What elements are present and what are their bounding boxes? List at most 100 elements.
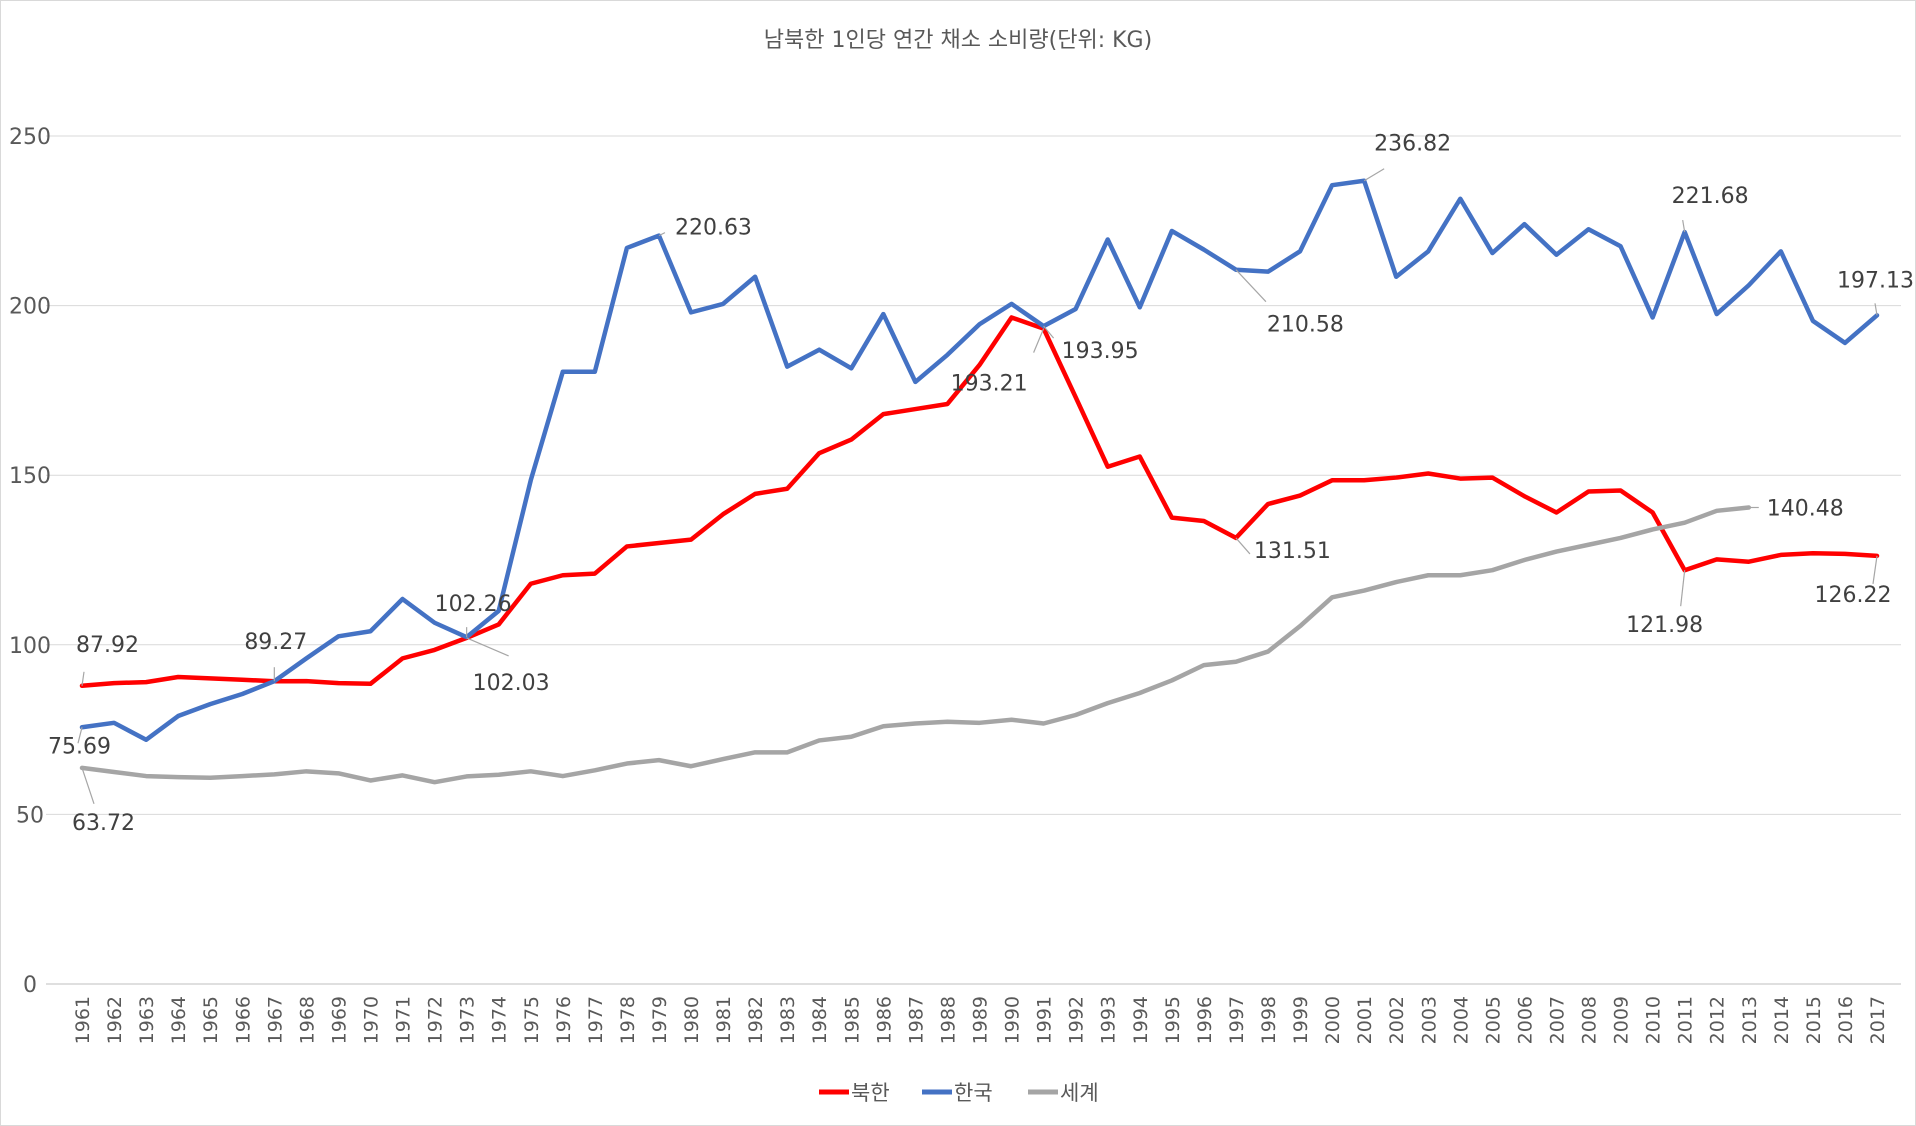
- leader-line: [466, 637, 509, 657]
- data-label: 221.68: [1672, 184, 1749, 209]
- x-tick-label: 1968: [296, 996, 318, 1044]
- x-tick-label: 1975: [521, 996, 543, 1044]
- data-label: 140.48: [1767, 496, 1844, 521]
- x-tick-label: 2000: [1322, 996, 1344, 1044]
- x-tick-label: 1979: [649, 996, 671, 1044]
- x-tick-label: 2001: [1354, 996, 1376, 1044]
- leader-line: [81, 671, 85, 686]
- data-label: 102.26: [435, 592, 512, 617]
- x-tick-label: 1993: [1098, 996, 1120, 1044]
- legend-label-1: 북한: [851, 1081, 890, 1105]
- x-tick-label: 1978: [617, 996, 639, 1044]
- x-tick-label: 1988: [937, 996, 959, 1044]
- data-label: 236.82: [1374, 132, 1451, 157]
- x-tick-label: 1966: [232, 996, 254, 1044]
- x-tick-label: 2009: [1611, 996, 1633, 1044]
- x-tick-label: 1998: [1258, 996, 1280, 1044]
- data-label: 220.63: [675, 216, 752, 241]
- x-tick-label: 2016: [1835, 996, 1857, 1044]
- legend-label-2: 한국: [954, 1081, 993, 1105]
- data-labels: 87.92 102.03 193.21 131.51 121.98 126.22 75.69…: [48, 132, 1914, 836]
- leader-line: [658, 232, 666, 237]
- series-line-2: [79, 178, 1880, 743]
- x-tick-label: 1963: [136, 996, 158, 1044]
- x-tick-label: 1961: [72, 996, 94, 1044]
- leader-line: [1043, 325, 1055, 339]
- legend: 북한 한국 세계: [819, 1081, 1099, 1105]
- leader-line: [1235, 537, 1251, 555]
- x-tick-label: 1965: [200, 996, 222, 1044]
- y-tick-label: 100: [9, 634, 51, 659]
- x-axis-ticks: 1961 1962 1963 1964 1965 1966 1967 1968 1969 1970…: [72, 996, 1889, 1044]
- x-tick-label: 1962: [104, 996, 126, 1044]
- data-label: 193.21: [951, 372, 1028, 397]
- x-tick-label: 1972: [425, 996, 447, 1044]
- series-lines: [79, 178, 1880, 785]
- x-tick-label: 1985: [841, 996, 863, 1044]
- x-tick-label: 1990: [1002, 996, 1024, 1044]
- x-tick-label: 1980: [681, 996, 703, 1044]
- y-axis-ticks: 0 50 100 150 200 250: [9, 125, 51, 998]
- leader-line: [1682, 219, 1686, 233]
- data-label: 126.22: [1815, 583, 1892, 608]
- x-tick-label: 2011: [1675, 996, 1697, 1044]
- legend-label-3: 세계: [1060, 1081, 1099, 1105]
- x-tick-label: 1986: [873, 996, 895, 1044]
- leader-line: [1363, 168, 1385, 182]
- x-tick-label: 2002: [1386, 996, 1408, 1044]
- leader-line: [1033, 328, 1045, 353]
- series-line-1: [79, 315, 1880, 689]
- data-label: 75.69: [48, 734, 111, 759]
- x-tick-label: 1981: [713, 996, 735, 1044]
- data-label: 89.27: [244, 630, 307, 655]
- x-tick-label: 2015: [1803, 996, 1825, 1044]
- x-tick-label: 1991: [1034, 996, 1056, 1044]
- x-tick-label: 2014: [1771, 996, 1793, 1044]
- x-tick-label: 1994: [1130, 996, 1152, 1044]
- x-tick-label: 1977: [585, 996, 607, 1044]
- data-label: 197.13: [1837, 268, 1914, 293]
- x-tick-label: 2017: [1867, 996, 1889, 1044]
- x-tick-label: 1970: [360, 996, 382, 1044]
- y-tick-label: 150: [9, 464, 51, 489]
- x-tick-label: 1973: [457, 996, 479, 1044]
- y-tick-label: 0: [23, 973, 37, 998]
- leader-line: [1874, 303, 1878, 316]
- x-tick-label: 1976: [553, 996, 575, 1044]
- gridlines: [46, 135, 1901, 985]
- data-label: 193.95: [1062, 339, 1139, 364]
- x-tick-label: 2013: [1739, 996, 1761, 1044]
- data-label: 210.58: [1267, 313, 1344, 338]
- series-line-3: [79, 505, 1752, 785]
- data-label: 63.72: [72, 811, 135, 836]
- x-tick-label: 1987: [905, 996, 927, 1044]
- x-tick-label: 2005: [1482, 996, 1504, 1044]
- leader-line: [77, 727, 83, 744]
- data-label: 121.98: [1626, 613, 1703, 638]
- y-tick-label: 200: [9, 295, 51, 320]
- y-tick-label: 50: [16, 803, 44, 828]
- data-label: 131.51: [1254, 539, 1331, 564]
- x-tick-label: 1982: [745, 996, 767, 1044]
- x-tick-label: 1996: [1194, 996, 1216, 1044]
- leader-line: [1680, 570, 1686, 607]
- x-tick-label: 1992: [1066, 996, 1088, 1044]
- x-tick-label: 2012: [1707, 996, 1729, 1044]
- x-tick-label: 1967: [264, 996, 286, 1044]
- data-label: 102.03: [473, 671, 550, 696]
- leader-line: [1872, 555, 1878, 584]
- x-tick-label: 1971: [393, 996, 415, 1044]
- chart-title: 남북한 1인당 연간 채소 소비량(단위: KG): [764, 28, 1152, 53]
- x-tick-label: 1964: [168, 996, 190, 1044]
- x-tick-label: 2008: [1579, 996, 1601, 1044]
- x-tick-label: 2003: [1418, 996, 1440, 1044]
- x-tick-label: 1974: [489, 996, 511, 1044]
- leader-line: [81, 767, 95, 805]
- x-tick-label: 2006: [1514, 996, 1536, 1044]
- x-tick-label: 2010: [1643, 996, 1665, 1044]
- x-tick-label: 1984: [809, 996, 831, 1044]
- x-tick-label: 2007: [1546, 996, 1568, 1044]
- x-tick-label: 1999: [1290, 996, 1312, 1044]
